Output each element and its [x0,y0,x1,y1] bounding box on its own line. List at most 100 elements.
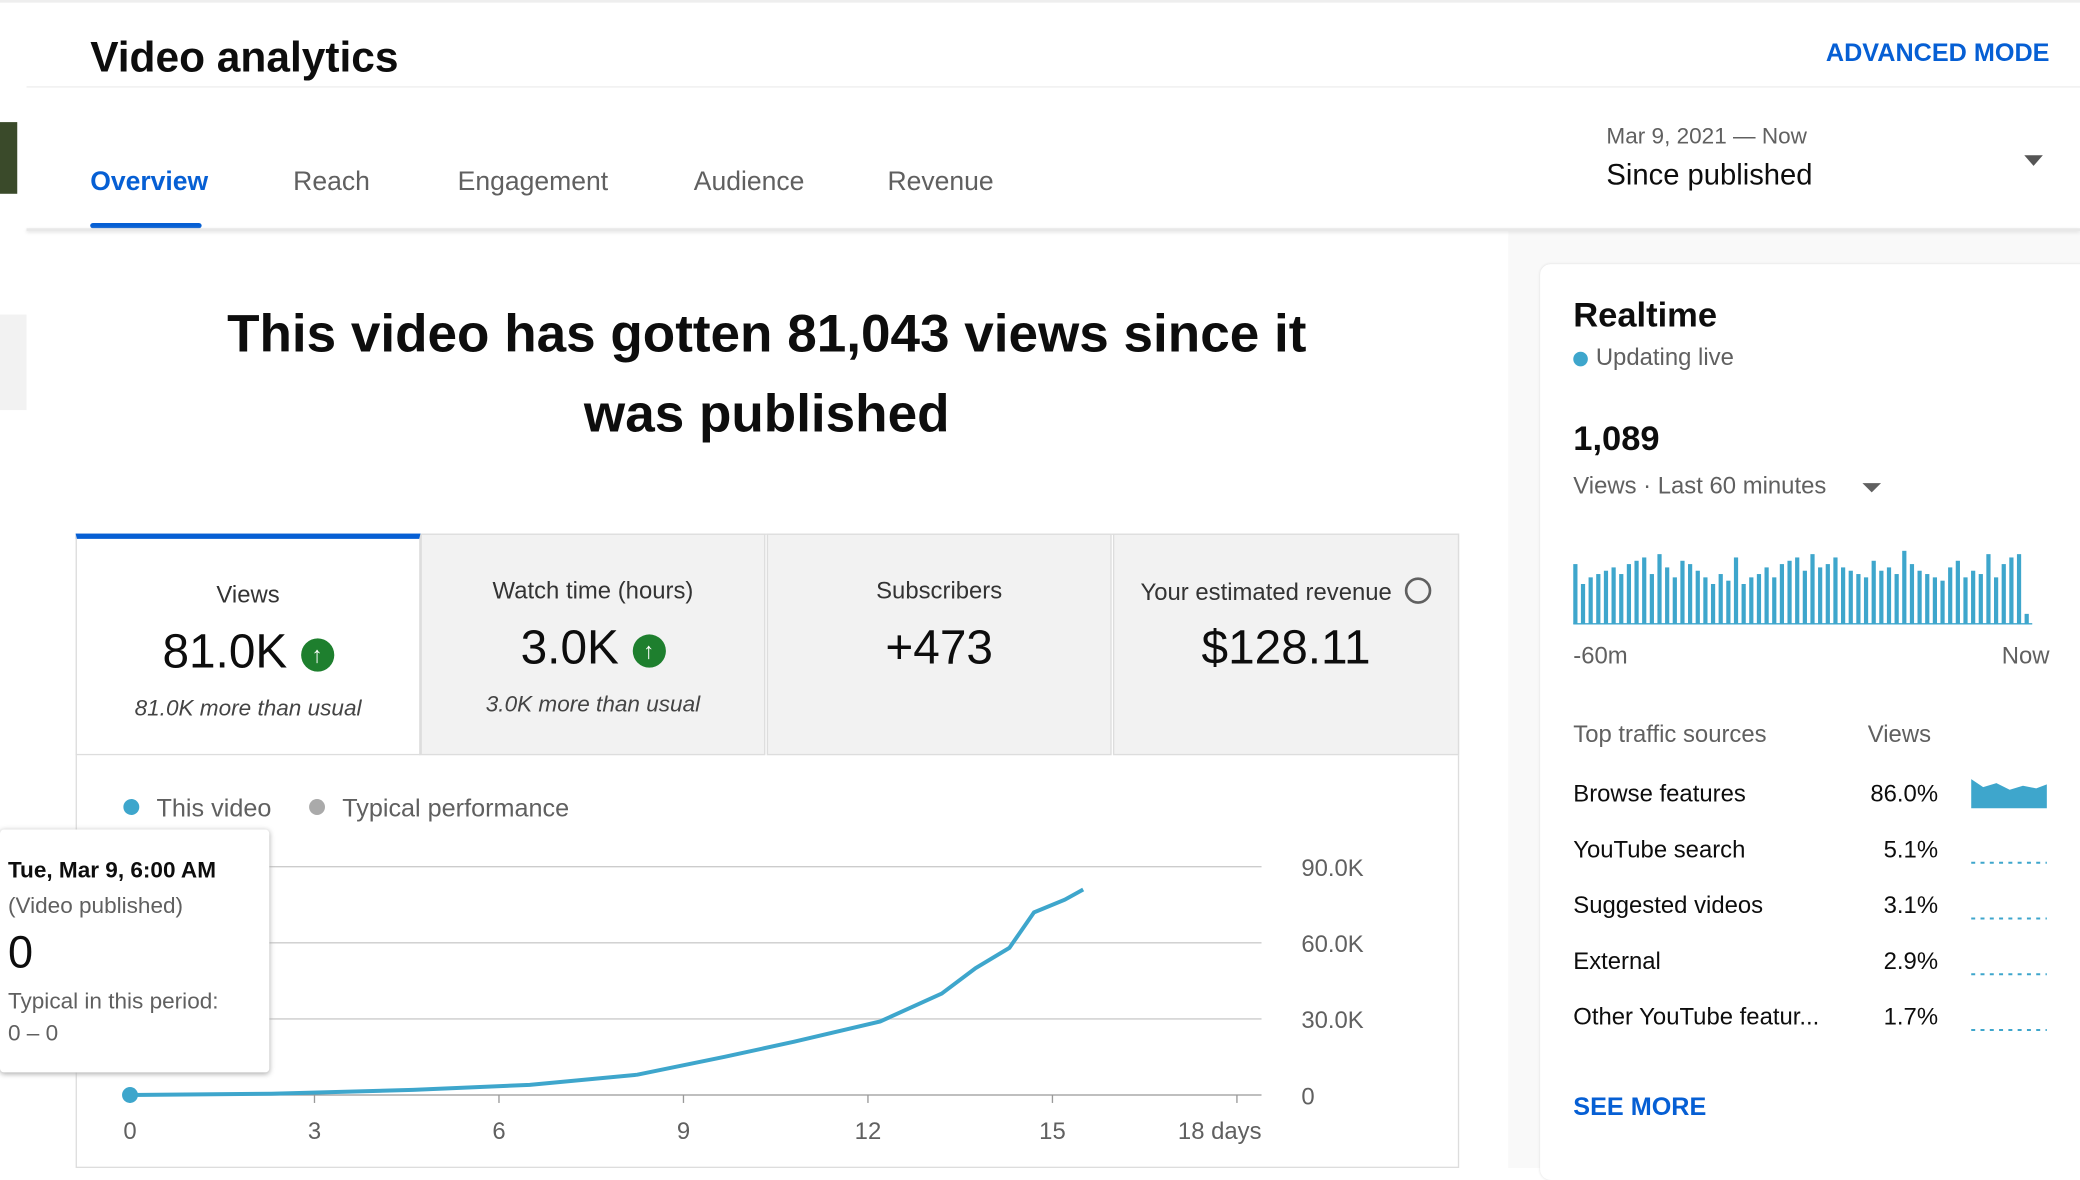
realtime-period[interactable]: Views · Last 60 minutes [1573,472,1827,500]
period-caret[interactable] [1862,483,1882,493]
realtime-card [1540,264,2080,1180]
metric-card[interactable]: Subscribers +473 [766,533,1112,756]
traffic-source: YouTube search [1573,836,1746,863]
metric-label: Subscribers [876,577,1003,604]
tab[interactable]: Overview [90,167,209,197]
y-tick-label: 60.0K [1301,931,1363,958]
bar [1833,557,1838,624]
bar [1573,564,1578,624]
bar [1680,560,1685,624]
bar [1971,570,1976,624]
legend-dot [123,799,140,815]
bar [1657,554,1662,624]
page-title: Video analytics [90,33,399,81]
advanced-mode[interactable]: ADVANCED MODE [1825,39,2050,68]
metric-card[interactable]: Your estimated revenue $128.11 [1112,533,1460,756]
thumbnail-edge [0,122,18,194]
tooltip-typical-value: 0 – 0 [7,1020,59,1046]
bar [1672,577,1677,624]
bar [1611,567,1616,624]
bar [1925,574,1930,624]
metric-label: Views [216,581,280,608]
bar [1642,557,1647,624]
bar [1818,567,1823,624]
up-icon: ↑ [300,638,334,672]
metric-card[interactable]: Watch time (hours) 3.0K ↑ 3.0K more than us… [420,533,766,756]
bar [1955,560,1960,624]
bar [2001,564,2006,624]
sparkline [1971,779,2047,809]
traffic-share: 86.0% [1870,780,1939,807]
bar [1772,577,1777,624]
traffic-share: 3.1% [1883,891,1939,919]
metric-value: $128.11 [1201,619,1371,675]
traffic-share: 1.7% [1883,1003,1939,1030]
metric-card[interactable]: Views 81.0K ↑ 81.0K more than usual [75,533,421,756]
date-label[interactable]: Since published [1606,157,1813,192]
tab[interactable]: Engagement [457,167,609,197]
bar [1634,560,1639,624]
y-tick-label: 0 [1301,1083,1314,1110]
bar [1626,564,1632,624]
tooltip: Tue, Mar 9, 6:00 AM (Video published) 0 … [0,829,270,1073]
metric-value: 81.0K [162,623,288,679]
bar [2024,613,2029,624]
bar [1932,577,1938,624]
realtime-total: 1,089 [1573,418,1660,458]
metric-value: +473 [885,619,993,675]
bar [1948,567,1953,624]
y-tick-label: 30.0K [1301,1007,1363,1034]
metric-note: 3.0K more than usual [485,691,701,717]
bar [1764,567,1769,624]
bar [1726,580,1731,624]
metric-label: Your estimated revenue [1114,577,1458,606]
x-tick-label: 12 [855,1118,882,1145]
bar [1779,564,1785,624]
dropdown-caret[interactable] [2024,155,2043,166]
x-tick-label: 18 days [1178,1118,1262,1145]
tooltip-value: 0 [7,927,34,979]
bar [1603,570,1609,624]
x-tick-label: 0 [123,1118,136,1145]
metric-value: 81.0K ↑ [77,624,419,680]
bar [1993,577,1999,624]
y-tick-label: 90.0K [1301,855,1363,882]
bar [1986,554,1991,624]
bar [1649,574,1654,624]
live-dot [1573,351,1588,367]
metric-note: 81.0K more than usual [134,695,362,721]
tab[interactable]: Revenue [887,167,994,197]
tooltip-date: Tue, Mar 9, 6:00 AM [7,857,216,883]
legend-label: This video [157,794,272,822]
point [122,1087,138,1103]
tooltip-typical-label: Typical in this period: [7,988,219,1015]
bar [1733,557,1739,624]
bar [1856,574,1861,624]
tab[interactable]: Audience [693,167,805,197]
metric-label: Watch time (hours) [492,577,694,604]
tab[interactable]: Reach [293,167,370,197]
x-tick-label: 15 [1039,1118,1066,1145]
bar [1963,577,1968,624]
legend-dot [309,799,325,815]
metric-value: 3.0K ↑ [422,620,764,676]
bar [1588,577,1593,624]
see-more[interactable]: SEE MORE [1573,1093,1707,1122]
bar [1886,567,1892,624]
bar [1741,583,1746,624]
traffic-share: 2.9% [1883,947,1939,975]
bar [1940,580,1945,624]
bar [1894,574,1899,624]
bar [1825,564,1830,624]
x-tick-label: 6 [492,1118,505,1145]
bar [1978,574,1983,624]
traffic-share: 5.1% [1883,836,1939,863]
up-icon: ↑ [632,634,666,668]
bar [1718,574,1723,624]
header-shadow [26,228,2080,231]
bar [1787,560,1792,624]
x-tick-label: 3 [308,1118,321,1145]
traffic-source: Other YouTube featur... [1573,1003,1820,1030]
bar [1879,570,1884,624]
